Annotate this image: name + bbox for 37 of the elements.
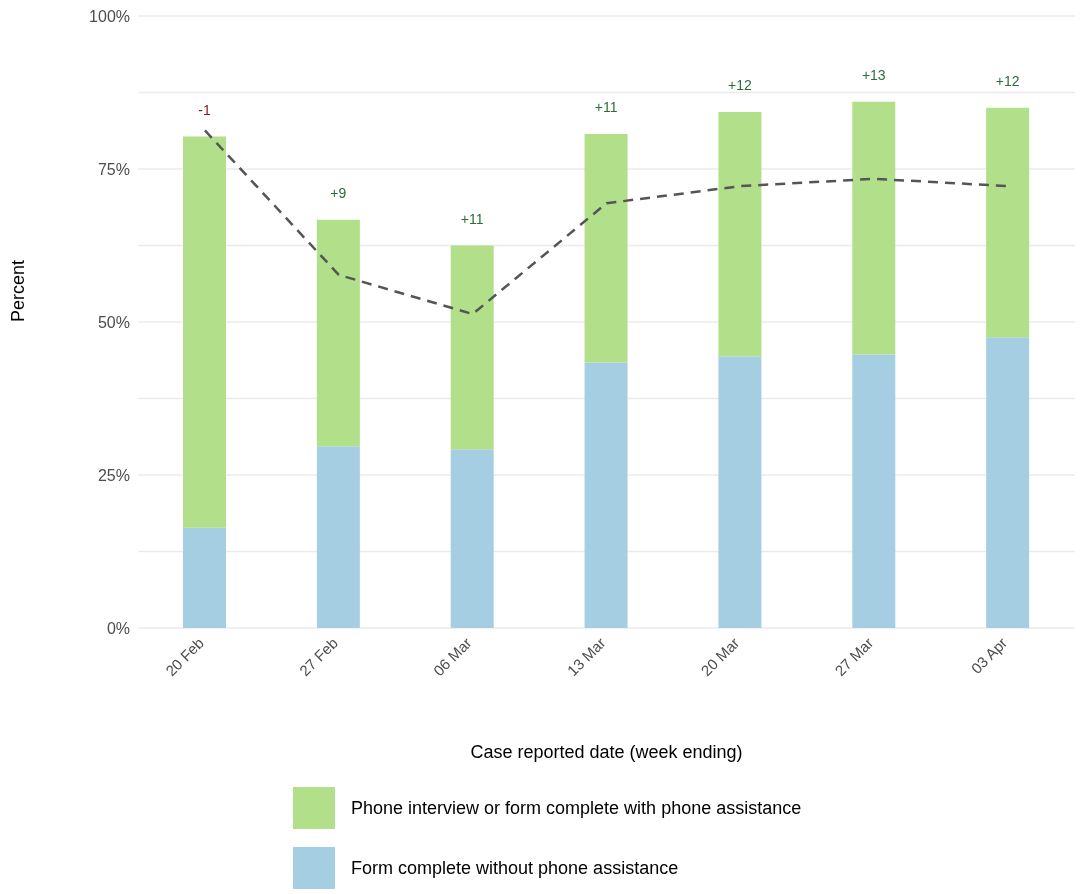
bar (584, 134, 628, 363)
bar (183, 136, 226, 528)
x-tick-label: 27 Mar (831, 634, 877, 680)
bar (852, 354, 896, 628)
annotation: +11 (460, 210, 484, 227)
bar (986, 337, 1030, 628)
annotation: +12 (728, 77, 753, 94)
bar (316, 219, 360, 447)
annotation: +12 (995, 72, 1020, 89)
x-tick-label: 03 Apr (967, 634, 1011, 677)
y-axis-title: Percent (8, 259, 29, 322)
bar (584, 362, 628, 628)
bar (718, 112, 762, 357)
annotation: +11 (594, 99, 618, 116)
x-tick-label: 06 Mar (429, 634, 475, 680)
bar (450, 245, 494, 450)
y-tick-label: 100% (89, 7, 130, 25)
y-tick-label: 0% (106, 619, 130, 637)
y-tick-label: 75% (97, 160, 130, 178)
legend-label: Phone interview or form complete with phone assistance (351, 797, 802, 819)
x-tick-label: 13 Mar (563, 634, 609, 680)
annotation: +13 (861, 66, 886, 83)
x-axis-title: Case reported date (week ending) (470, 742, 743, 762)
bar (316, 446, 360, 628)
x-tick-label: 20 Feb (162, 634, 208, 680)
bar (986, 107, 1030, 338)
bar (450, 449, 494, 628)
x-tick-label: 27 Feb (295, 634, 341, 680)
x-tick-label: 20 Mar (697, 634, 743, 680)
bar (718, 356, 762, 628)
y-tick-label: 50% (97, 313, 130, 331)
annotation: -1 (198, 101, 211, 118)
annotation: +9 (330, 184, 347, 201)
bar (183, 527, 226, 628)
legend-label: Form complete without phone assistance (351, 857, 679, 879)
bar (852, 101, 896, 355)
y-tick-label: 25% (97, 466, 130, 484)
